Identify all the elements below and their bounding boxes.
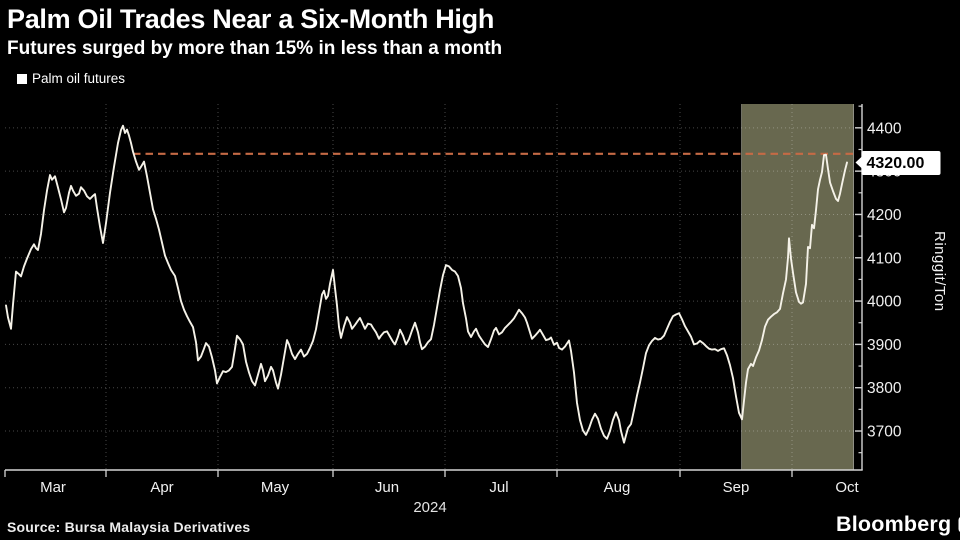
x-tick-label: Sep bbox=[723, 479, 750, 496]
bloomberg-logo: Bloomberg bbox=[836, 512, 960, 537]
legend-marker-swatch bbox=[17, 73, 27, 84]
x-tick-label: Oct bbox=[835, 479, 859, 496]
x-tick-label: Aug bbox=[604, 479, 631, 496]
highlight-region bbox=[741, 104, 854, 470]
price-callout-text: 4320.00 bbox=[867, 155, 925, 172]
price-callout bbox=[861, 150, 941, 175]
y-tick-label: 4000 bbox=[867, 294, 902, 311]
bloomberg-logo-text: Bloomberg bbox=[836, 512, 952, 536]
series-line bbox=[5, 124, 848, 444]
legend-label: Palm oil futures bbox=[32, 71, 126, 86]
x-tick-label: May bbox=[261, 479, 290, 496]
y-tick-label: 3800 bbox=[867, 380, 902, 397]
chart-title: Palm Oil Trades Near a Six-Month High bbox=[7, 4, 495, 34]
source-text: Source: Bursa Malaysia Derivatives bbox=[7, 519, 251, 535]
y-axis-title: Ringgit/Ton bbox=[931, 231, 948, 312]
x-tick-label: Mar bbox=[40, 479, 66, 496]
y-tick-label: 4100 bbox=[867, 250, 902, 267]
x-tick-label: Apr bbox=[150, 479, 173, 496]
chart-subtitle: Futures surged by more than 15% in less … bbox=[7, 38, 503, 59]
legend: Palm oil futures bbox=[17, 71, 125, 86]
x-tick-label: Jul bbox=[489, 479, 508, 496]
y-tick-label: 3900 bbox=[867, 337, 902, 354]
x-tick-label: Jun bbox=[375, 479, 399, 496]
price-callout-arrow bbox=[855, 155, 863, 170]
y-tick-label: 4400 bbox=[867, 120, 902, 137]
x-axis-year-label: 2024 bbox=[413, 499, 447, 516]
y-tick-label: 4200 bbox=[867, 207, 902, 224]
y-tick-label: 3700 bbox=[867, 424, 902, 441]
